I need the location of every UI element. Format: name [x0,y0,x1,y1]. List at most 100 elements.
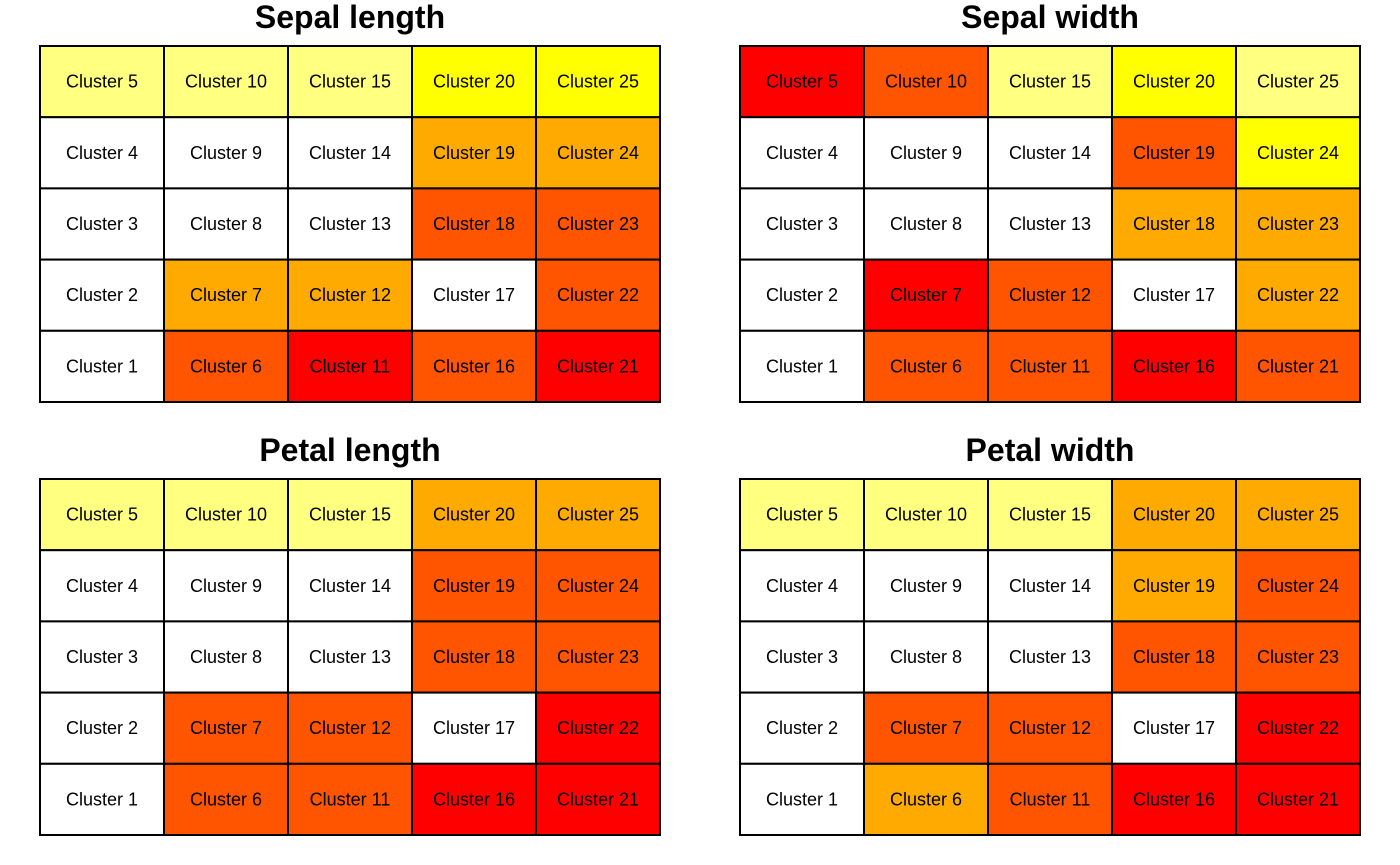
sepal-width-cell-label: Cluster 23 [1257,214,1339,234]
petal-width-cell [987,620,1113,694]
petal-length-cell [163,762,289,836]
sepal-width-cell-label: Cluster 11 [1010,356,1091,376]
sepal-width-cell-label: Cluster 5 [766,72,838,92]
petal-width-cell [987,549,1113,623]
panel-sepal-width: Sepal width Cluster 5 Cluster 10 Cluster 1… [739,0,1361,403]
sepal-width-cell-label: Cluster 10 [885,72,967,92]
petal-width-cell-label: Cluster 17 [1133,718,1215,738]
petal-length-cell-label: Cluster 6 [190,789,262,809]
petal-width-cell-label: Cluster 9 [890,576,962,596]
sepal-width-cell [987,45,1113,119]
petal-length-cell-label: Cluster 13 [309,647,391,667]
petal-length-cell-label: Cluster 5 [66,505,138,525]
sepal-length-cell [287,116,413,190]
petal-width-cell [1111,549,1237,623]
sepal-length-cell-label: Cluster 11 [310,356,391,376]
petal-width-cell-label: Cluster 19 [1133,576,1215,596]
sepal-width-cell-label: Cluster 12 [1009,285,1091,305]
petal-width-cell [987,478,1113,552]
sepal-length-cell-label: Cluster 25 [557,72,639,92]
petal-width-cell-label: Cluster 1 [766,789,838,809]
sepal-width-cell [1235,258,1361,332]
sepal-width-cell [739,329,865,403]
sepal-width-cell-label: Cluster 22 [1257,285,1339,305]
sepal-length-cell [163,187,289,261]
petal-length-cell-label: Cluster 15 [309,505,391,525]
sepal-length-cell [39,329,165,403]
sepal-length-cell-label: Cluster 8 [190,214,262,234]
petal-width-cell [1111,620,1237,694]
sepal-length-cell-label: Cluster 10 [185,72,267,92]
sepal-width-cell [1235,45,1361,119]
petal-width-cell [863,762,989,836]
sepal-width-cell [987,329,1113,403]
petal-width-cell-label: Cluster 20 [1133,505,1215,525]
sepal-width-cell-label: Cluster 4 [766,143,838,163]
petal-width-cell-label: Cluster 8 [890,647,962,667]
petal-length-cell-label: Cluster 8 [190,647,262,667]
sepal-length-cell [535,258,661,332]
sepal-length-cell-label: Cluster 4 [66,143,138,163]
sepal-length-cell [39,258,165,332]
petal-length-cell-label: Cluster 1 [66,789,138,809]
sepal-width-cell-label: Cluster 14 [1009,143,1091,163]
petal-width-cell-label: Cluster 4 [766,576,838,596]
sepal-width-cell-label: Cluster 8 [890,214,962,234]
petal-width-cell [863,549,989,623]
petal-length-cell-label: Cluster 2 [66,718,138,738]
sepal-length-cell-label: Cluster 21 [557,356,639,376]
petal-length-cell [411,762,537,836]
sepal-width-cell-label: Cluster 25 [1257,72,1339,92]
sepal-length-cell-label: Cluster 7 [190,285,262,305]
sepal-length-cell [535,116,661,190]
petal-width-cell [1235,762,1361,836]
petal-length-cell [163,691,289,765]
petal-length-cell-label: Cluster 11 [310,789,391,809]
petal-length-cell-label: Cluster 18 [433,647,515,667]
petal-length-cell-label: Cluster 23 [557,647,639,667]
petal-length-cell [411,549,537,623]
petal-length-cell [287,691,413,765]
petal-length-cell [39,478,165,552]
sepal-width-cell-label: Cluster 3 [766,214,838,234]
sepal-length-cell-label: Cluster 17 [433,285,515,305]
sepal-length-cell [287,329,413,403]
petal-width-cell-label: Cluster 12 [1009,718,1091,738]
petal-length-cell-label: Cluster 10 [185,505,267,525]
sepal-length-cell-label: Cluster 14 [309,143,391,163]
sepal-length-cell-label: Cluster 1 [66,356,138,376]
petal-width-cell [739,762,865,836]
panel-petal-length: Petal length Cluster 5 Cluster 10 Cluster … [39,432,661,836]
petal-length-cell [535,762,661,836]
sepal-width-cell [739,116,865,190]
petal-width-cell-label: Cluster 5 [766,505,838,525]
sepal-width-cell-label: Cluster 19 [1133,143,1215,163]
sepal-length-cell [163,45,289,119]
petal-length-cell-label: Cluster 12 [309,718,391,738]
panel-title-petal-width: Petal width [966,432,1135,468]
petal-length-cell-label: Cluster 20 [433,505,515,525]
sepal-length-cell-label: Cluster 12 [309,285,391,305]
sepal-length-cell-label: Cluster 24 [557,143,639,163]
sepal-width-cell [1235,187,1361,261]
petal-width-cell [739,478,865,552]
petal-length-cell [411,620,537,694]
sepal-width-cell-label: Cluster 13 [1009,214,1091,234]
sepal-width-cell [863,45,989,119]
petal-width-cell-label: Cluster 6 [890,789,962,809]
petal-length-cell [39,691,165,765]
sepal-length-cell-label: Cluster 19 [433,143,515,163]
sepal-width-cell-label: Cluster 1 [766,356,838,376]
petal-length-cell [411,478,537,552]
petal-length-cell-label: Cluster 24 [557,576,639,596]
petal-length-cell-label: Cluster 4 [66,576,138,596]
sepal-length-cell-label: Cluster 22 [557,285,639,305]
sepal-length-cell-label: Cluster 2 [66,285,138,305]
sepal-width-cell [987,258,1113,332]
petal-width-cell [863,478,989,552]
petal-length-cell-label: Cluster 21 [557,789,639,809]
sepal-width-cell-label: Cluster 16 [1133,356,1215,376]
petal-width-cell [1235,620,1361,694]
sepal-width-cell-label: Cluster 7 [890,285,962,305]
